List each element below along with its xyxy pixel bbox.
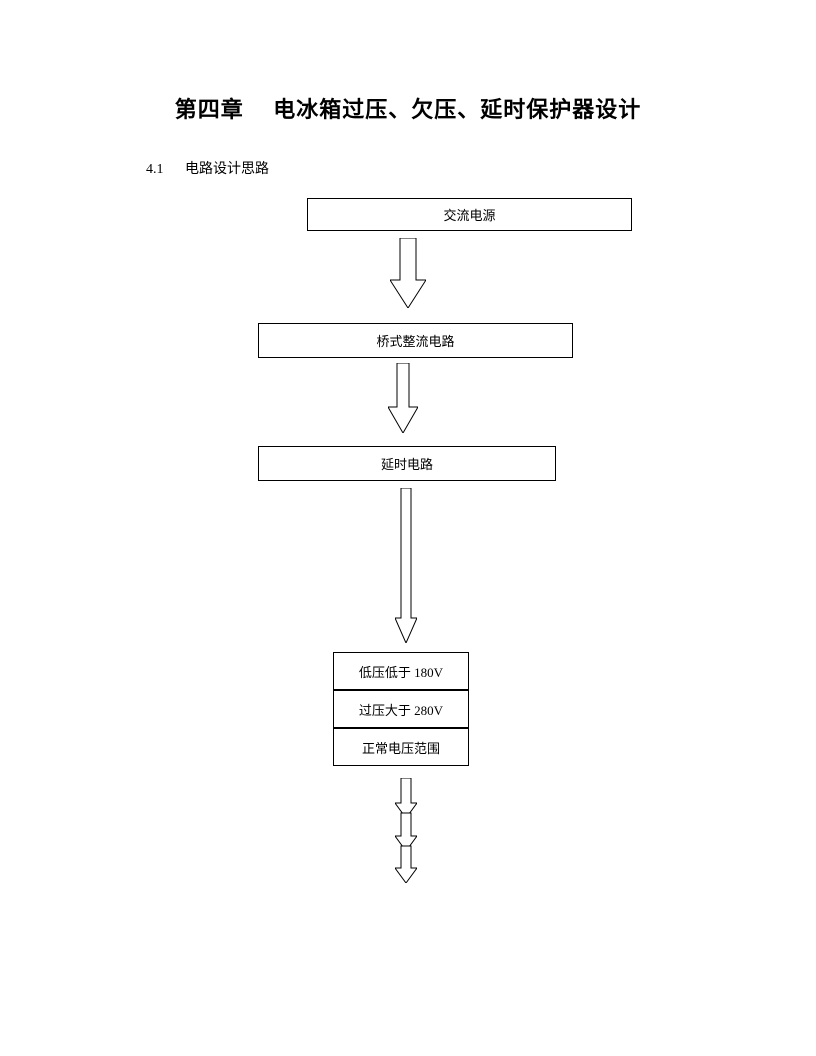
flow-arrow-2 [388, 363, 418, 433]
flow-arrow-4 [395, 778, 417, 883]
flow-node-label: 延时电路 [381, 454, 433, 473]
flow-node-normal-voltage: 正常电压范围 [333, 728, 469, 766]
page-title: 第四章 电冰箱过压、欠压、延时保护器设计 [0, 92, 816, 124]
flow-node-label: 交流电源 [443, 205, 495, 224]
flow-node-low-voltage: 低压低于 180V [333, 652, 469, 690]
flow-node-label: 正常电压范围 [362, 738, 440, 757]
flow-node-bridge-rectifier: 桥式整流电路 [258, 323, 573, 358]
flow-node-delay-circuit: 延时电路 [258, 446, 556, 481]
section-heading: 4.1 电路设计思路 [146, 158, 269, 178]
flow-arrow-3 [395, 488, 417, 643]
flow-node-label: 桥式整流电路 [376, 331, 454, 350]
flow-node-ac-power: 交流电源 [307, 198, 632, 231]
flow-node-label: 低压低于 180V [359, 662, 443, 681]
flow-arrow-1 [390, 238, 426, 308]
flow-node-label: 过压大于 280V [359, 700, 443, 719]
flow-node-over-voltage: 过压大于 280V [333, 690, 469, 728]
section-heading-text: 电路设计思路 [185, 162, 269, 177]
section-number: 4.1 [146, 162, 164, 177]
